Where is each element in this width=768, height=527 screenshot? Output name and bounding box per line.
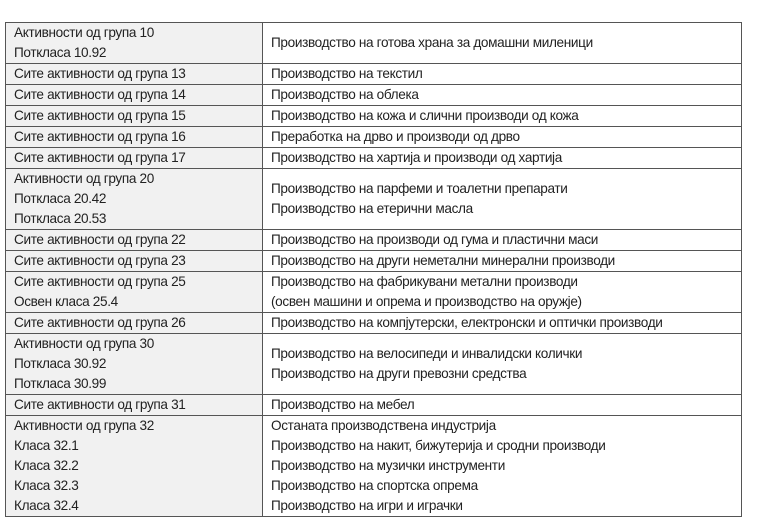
group-line: Активности од група 30 bbox=[14, 336, 154, 351]
group-line: Активности од група 32 bbox=[14, 418, 154, 433]
activities-table: Активности од група 10 Потклаcа 10.92 Прои… bbox=[5, 22, 742, 517]
activity-group-cell: Сите активности од група 22 bbox=[5, 229, 263, 251]
activity-group-cell: Сите активности од група 25 Освен класа 2… bbox=[5, 271, 263, 313]
description-line: Производство на мебел bbox=[271, 397, 415, 412]
description-line: Производство на текстил bbox=[271, 66, 423, 81]
activity-description-cell: Производство на производи од гума и плас… bbox=[262, 229, 742, 251]
description-line: Останата производствена индустрија bbox=[271, 418, 496, 433]
activity-description-cell: Производство на фабрикувани метални прои… bbox=[262, 271, 742, 313]
activity-group-cell: Сите активности од група 26 bbox=[5, 312, 263, 334]
description-line: Производство на накит, бижутерија и срод… bbox=[271, 438, 606, 453]
description-line: Производство на фабрикувани метални прои… bbox=[271, 274, 578, 289]
group-line: Активности од група 10 bbox=[14, 25, 154, 40]
activity-group-cell: Сите активности од група 16 bbox=[5, 126, 263, 148]
activity-description-cell: Производство на кожа и слични производи … bbox=[262, 105, 742, 127]
table-row: Сите активности од група 16 Преработка на… bbox=[5, 126, 742, 148]
group-line: Сите активности од група 22 bbox=[14, 232, 186, 247]
table-row: Сите активности од група 14 Производство … bbox=[5, 84, 742, 106]
activity-group-cell: Сите активности од група 13 bbox=[5, 63, 263, 85]
description-line: Производство на парфеми и тоалетни препа… bbox=[271, 181, 568, 196]
table-row: Сите активности од група 26 Производство … bbox=[5, 312, 742, 334]
group-line: Сите активности од група 16 bbox=[14, 129, 186, 144]
group-line: Класа 32.3 bbox=[14, 478, 79, 493]
activity-group-cell: Сите активности од група 14 bbox=[5, 84, 263, 106]
activity-description-cell: Производство на текстил bbox=[262, 63, 742, 85]
description-line: Производство на музички инструменти bbox=[271, 458, 505, 473]
group-line: Сите активности од група 23 bbox=[14, 253, 186, 268]
activity-group-cell: Сите активности од група 15 bbox=[5, 105, 263, 127]
table-row: Активности од група 30 Потклаcа 30.92 Потк… bbox=[5, 333, 742, 395]
table-row: Сите активности од група 15 Производство … bbox=[5, 105, 742, 127]
table-row: Сите активности од група 23 Производство … bbox=[5, 250, 742, 272]
table-body: Активности од група 10 Потклаcа 10.92 Прои… bbox=[5, 22, 742, 517]
table-row: Сите активности од група 13 Производство … bbox=[5, 63, 742, 85]
activity-group-cell: Сите активности од група 31 bbox=[5, 394, 263, 416]
activity-description-cell: Производство на други неметални минералн… bbox=[262, 250, 742, 272]
group-line: Класа 32.4 bbox=[14, 498, 79, 513]
activity-description-cell: Производство на парфеми и тоалетни препа… bbox=[262, 168, 742, 230]
group-line: Сите активности од група 17 bbox=[14, 150, 186, 165]
description-line: Производство на кожа и слични производи … bbox=[271, 108, 579, 123]
group-line: Потклаcа 30.99 bbox=[14, 376, 107, 391]
group-line: Потклаcа 20.42 bbox=[14, 191, 107, 206]
description-line: Производство на компјутерски, електронск… bbox=[271, 315, 663, 330]
table-row: Активности од група 10 Потклаcа 10.92 Прои… bbox=[5, 22, 742, 64]
description-line: Преработка на дрво и производи од дрво bbox=[271, 129, 520, 144]
description-line: Производство на хартија и производи од х… bbox=[271, 150, 562, 165]
activity-group-cell: Активности од група 20 Потклаcа 20.42 Потк… bbox=[5, 168, 263, 230]
group-line: Класа 32.2 bbox=[14, 458, 79, 473]
activity-description-cell: Производство на готова храна за домашни … bbox=[262, 22, 742, 64]
activity-description-cell: Производство на хартија и производи од х… bbox=[262, 147, 742, 169]
activity-group-cell: Активности од група 32 Класа 32.1 Класа 32… bbox=[5, 415, 263, 517]
group-line: Сите активности од група 26 bbox=[14, 315, 186, 330]
activity-group-cell: Активности од група 30 Потклаcа 30.92 Потк… bbox=[5, 333, 263, 395]
activity-description-cell: Производство на компјутерски, електронск… bbox=[262, 312, 742, 334]
activity-description-cell: Производство на велосипеди и инвалидски … bbox=[262, 333, 742, 395]
activity-group-cell: Сите активности од група 23 bbox=[5, 250, 263, 272]
activity-description-cell: Производство на облека bbox=[262, 84, 742, 106]
group-line: Сите активности од група 14 bbox=[14, 87, 186, 102]
group-line: Освен класа 25.4 bbox=[14, 294, 118, 309]
group-line: Сите активности од група 25 bbox=[14, 274, 186, 289]
group-line: Сите активности од група 31 bbox=[14, 397, 186, 412]
group-line: Потклаcа 20.53 bbox=[14, 211, 107, 226]
description-line: Производство на етерични масла bbox=[271, 201, 473, 216]
activity-description-cell: Производство на мебел bbox=[262, 394, 742, 416]
description-line: Производство на велосипеди и инвалидски … bbox=[271, 346, 583, 361]
table-row: Сите активности од група 22 Производство … bbox=[5, 229, 742, 251]
table-row: Сите активности од група 31 Производство … bbox=[5, 394, 742, 416]
description-line: Производство на готова храна за домашни … bbox=[271, 35, 593, 50]
description-line: (освен машини и опрема и производство на… bbox=[271, 294, 582, 309]
group-line: Класа 32.1 bbox=[14, 438, 79, 453]
table-row: Сите активности од група 17 Производство … bbox=[5, 147, 742, 169]
description-line: Производство на производи од гума и плас… bbox=[271, 232, 599, 247]
description-line: Производство на други превозни средства bbox=[271, 366, 527, 381]
table-row: Активности од група 32 Класа 32.1 Класа 32… bbox=[5, 415, 742, 517]
activity-description-cell: Останата производствена индустрија Произв… bbox=[262, 415, 742, 517]
activity-group-cell: Сите активности од група 17 bbox=[5, 147, 263, 169]
activity-description-cell: Преработка на дрво и производи од дрво bbox=[262, 126, 742, 148]
group-line: Потклаcа 10.92 bbox=[14, 45, 107, 60]
description-line: Производство на игри и играчки bbox=[271, 498, 463, 513]
group-line: Активности од група 20 bbox=[14, 171, 154, 186]
description-line: Производство на други неметални минералн… bbox=[271, 253, 615, 268]
group-line: Потклаcа 30.92 bbox=[14, 356, 107, 371]
table-row: Сите активности од група 25 Освен класа 2… bbox=[5, 271, 742, 313]
activity-group-cell: Активности од група 10 Потклаcа 10.92 bbox=[5, 22, 263, 64]
table-row: Активности од група 20 Потклаcа 20.42 Потк… bbox=[5, 168, 742, 230]
group-line: Сите активности од група 15 bbox=[14, 108, 186, 123]
description-line: Производство на облека bbox=[271, 87, 419, 102]
group-line: Сите активности од група 13 bbox=[14, 66, 186, 81]
description-line: Производство на спортска опрема bbox=[271, 478, 478, 493]
